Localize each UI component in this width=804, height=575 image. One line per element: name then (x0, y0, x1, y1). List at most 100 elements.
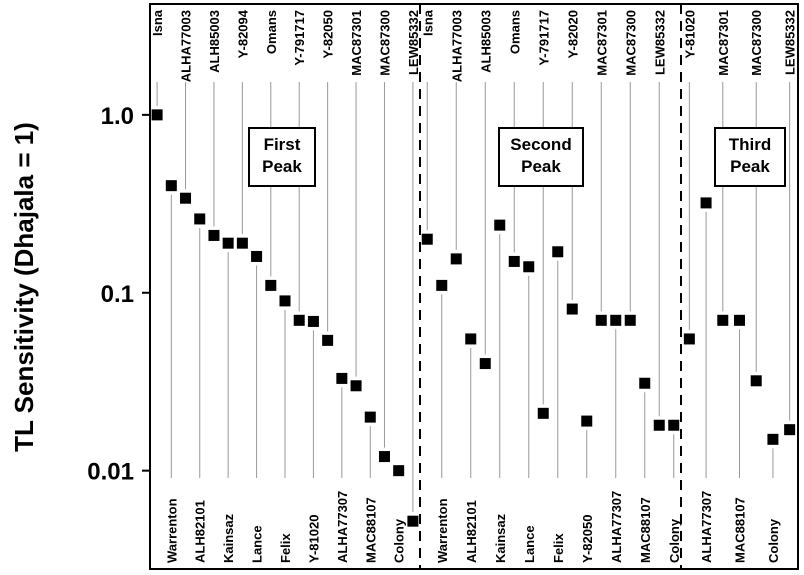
data-point (180, 192, 192, 204)
data-point (194, 213, 206, 225)
sample-label: Y-791717 (292, 10, 307, 66)
sample-label: Colony (392, 518, 407, 563)
sample-label: ALHA77003 (179, 10, 194, 82)
sample-label: ALH85003 (207, 10, 222, 73)
sample-label: Kainsaz (493, 513, 508, 563)
peak-label-line: Peak (262, 157, 302, 176)
sample-label: Y-82094 (235, 9, 250, 58)
data-point (436, 279, 448, 291)
sample-label: Y-791717 (536, 10, 551, 66)
data-point (421, 233, 433, 245)
peak-label-line: First (264, 135, 301, 154)
sample-label: Lance (522, 525, 537, 563)
sample-label: Omans (264, 10, 279, 54)
sample-label: MAC87301 (349, 10, 364, 76)
data-point (537, 407, 549, 419)
data-point (494, 219, 506, 231)
sample-label: ALHA77307 (699, 491, 714, 563)
sample-label: MAC88107 (638, 497, 653, 563)
data-point (668, 419, 680, 431)
sample-label: ALH82101 (464, 500, 479, 563)
sample-label: LEW85332 (783, 10, 798, 75)
sample-label: Warrenton (164, 498, 179, 563)
sample-label: MAC87301 (594, 10, 609, 76)
sample-label: MAC87300 (623, 10, 638, 76)
sample-label: MAC87301 (716, 10, 731, 76)
data-point (639, 377, 651, 389)
sample-label: Felix (278, 533, 293, 563)
sample-label: Y-82050 (321, 10, 336, 58)
sample-label: Y-82020 (565, 10, 580, 58)
data-point (307, 315, 319, 327)
data-point (251, 250, 263, 262)
sample-label: Colony (766, 518, 781, 563)
sample-label: Omans (507, 10, 522, 54)
sample-label: Y-81020 (682, 10, 697, 58)
data-point (407, 515, 419, 527)
data-point (683, 333, 695, 345)
data-point (151, 109, 163, 121)
peak-label-line: Second (510, 135, 571, 154)
data-point (393, 465, 405, 477)
sample-label: MAC87300 (749, 10, 764, 76)
sample-label: Warrenton (435, 498, 450, 563)
data-point (784, 424, 796, 436)
sample-label: LEW85332 (406, 10, 421, 75)
sample-label: ALHA77307 (335, 491, 350, 563)
sample-label: MAC88107 (363, 497, 378, 563)
sample-label: MAC87300 (377, 10, 392, 76)
data-point (450, 253, 462, 265)
sample-label: ALHA77307 (609, 491, 624, 563)
panel-3: Y-81020 ALHA77307 MAC87301 MAC88107 MAC87300… (680, 4, 798, 569)
panels: Isna Warrenton ALHA77003 ALH82101 ALH85003 Ka… (150, 4, 798, 569)
data-point (624, 314, 636, 326)
sample-label: Isna (420, 9, 435, 36)
plot-frame (149, 3, 799, 570)
y-tick-label: 1.0 (101, 103, 134, 130)
data-point (350, 380, 362, 392)
data-point (581, 415, 593, 427)
data-point (165, 180, 177, 192)
sample-label: ALHA77003 (449, 10, 464, 82)
data-point (236, 237, 248, 249)
data-point (717, 314, 729, 326)
data-point (734, 314, 745, 326)
data-point (364, 411, 376, 423)
data-point (508, 255, 520, 267)
sample-label: ALH82101 (193, 500, 208, 563)
sample-label: Felix (551, 533, 566, 563)
peak-label-line: Peak (730, 157, 770, 176)
y-tick-label: 0.1 (101, 281, 134, 308)
data-point (700, 197, 712, 209)
data-point (479, 358, 491, 370)
data-point (750, 375, 762, 387)
data-point (523, 261, 535, 273)
data-point (566, 303, 578, 315)
data-point (265, 279, 277, 291)
sample-label: ALH85003 (478, 10, 493, 73)
panel-1: Isna Warrenton ALHA77003 ALH82101 ALH85003 Ka… (150, 9, 421, 563)
data-point (465, 333, 477, 345)
sample-label: Y-81020 (306, 515, 321, 563)
peak-label-box (248, 127, 316, 187)
data-point (767, 433, 779, 445)
data-point (610, 314, 622, 326)
data-point (595, 314, 607, 326)
peak-label-line: Peak (521, 157, 561, 176)
sample-label: Colony (667, 518, 682, 563)
y-axis-label: TL Sensitivity (Dhajala = 1) (9, 122, 39, 452)
data-point (322, 334, 334, 346)
sample-label: Lance (250, 525, 265, 563)
sample-label: MAC88107 (733, 497, 748, 563)
data-point (208, 229, 220, 241)
sample-label: Kainsaz (221, 513, 236, 563)
y-axis-ticks: 1.0 0.1 0.01 (87, 103, 150, 486)
data-point (378, 451, 390, 463)
sample-label: Isna (150, 9, 165, 36)
peak-label-box (714, 127, 786, 187)
y-tick-label: 0.01 (87, 459, 134, 486)
peak-label-box (498, 127, 584, 187)
panel-2: Isna Warrenton ALHA77003 ALH82101 ALH85003 Ka… (419, 4, 682, 569)
sample-label: Y-82050 (580, 515, 595, 563)
